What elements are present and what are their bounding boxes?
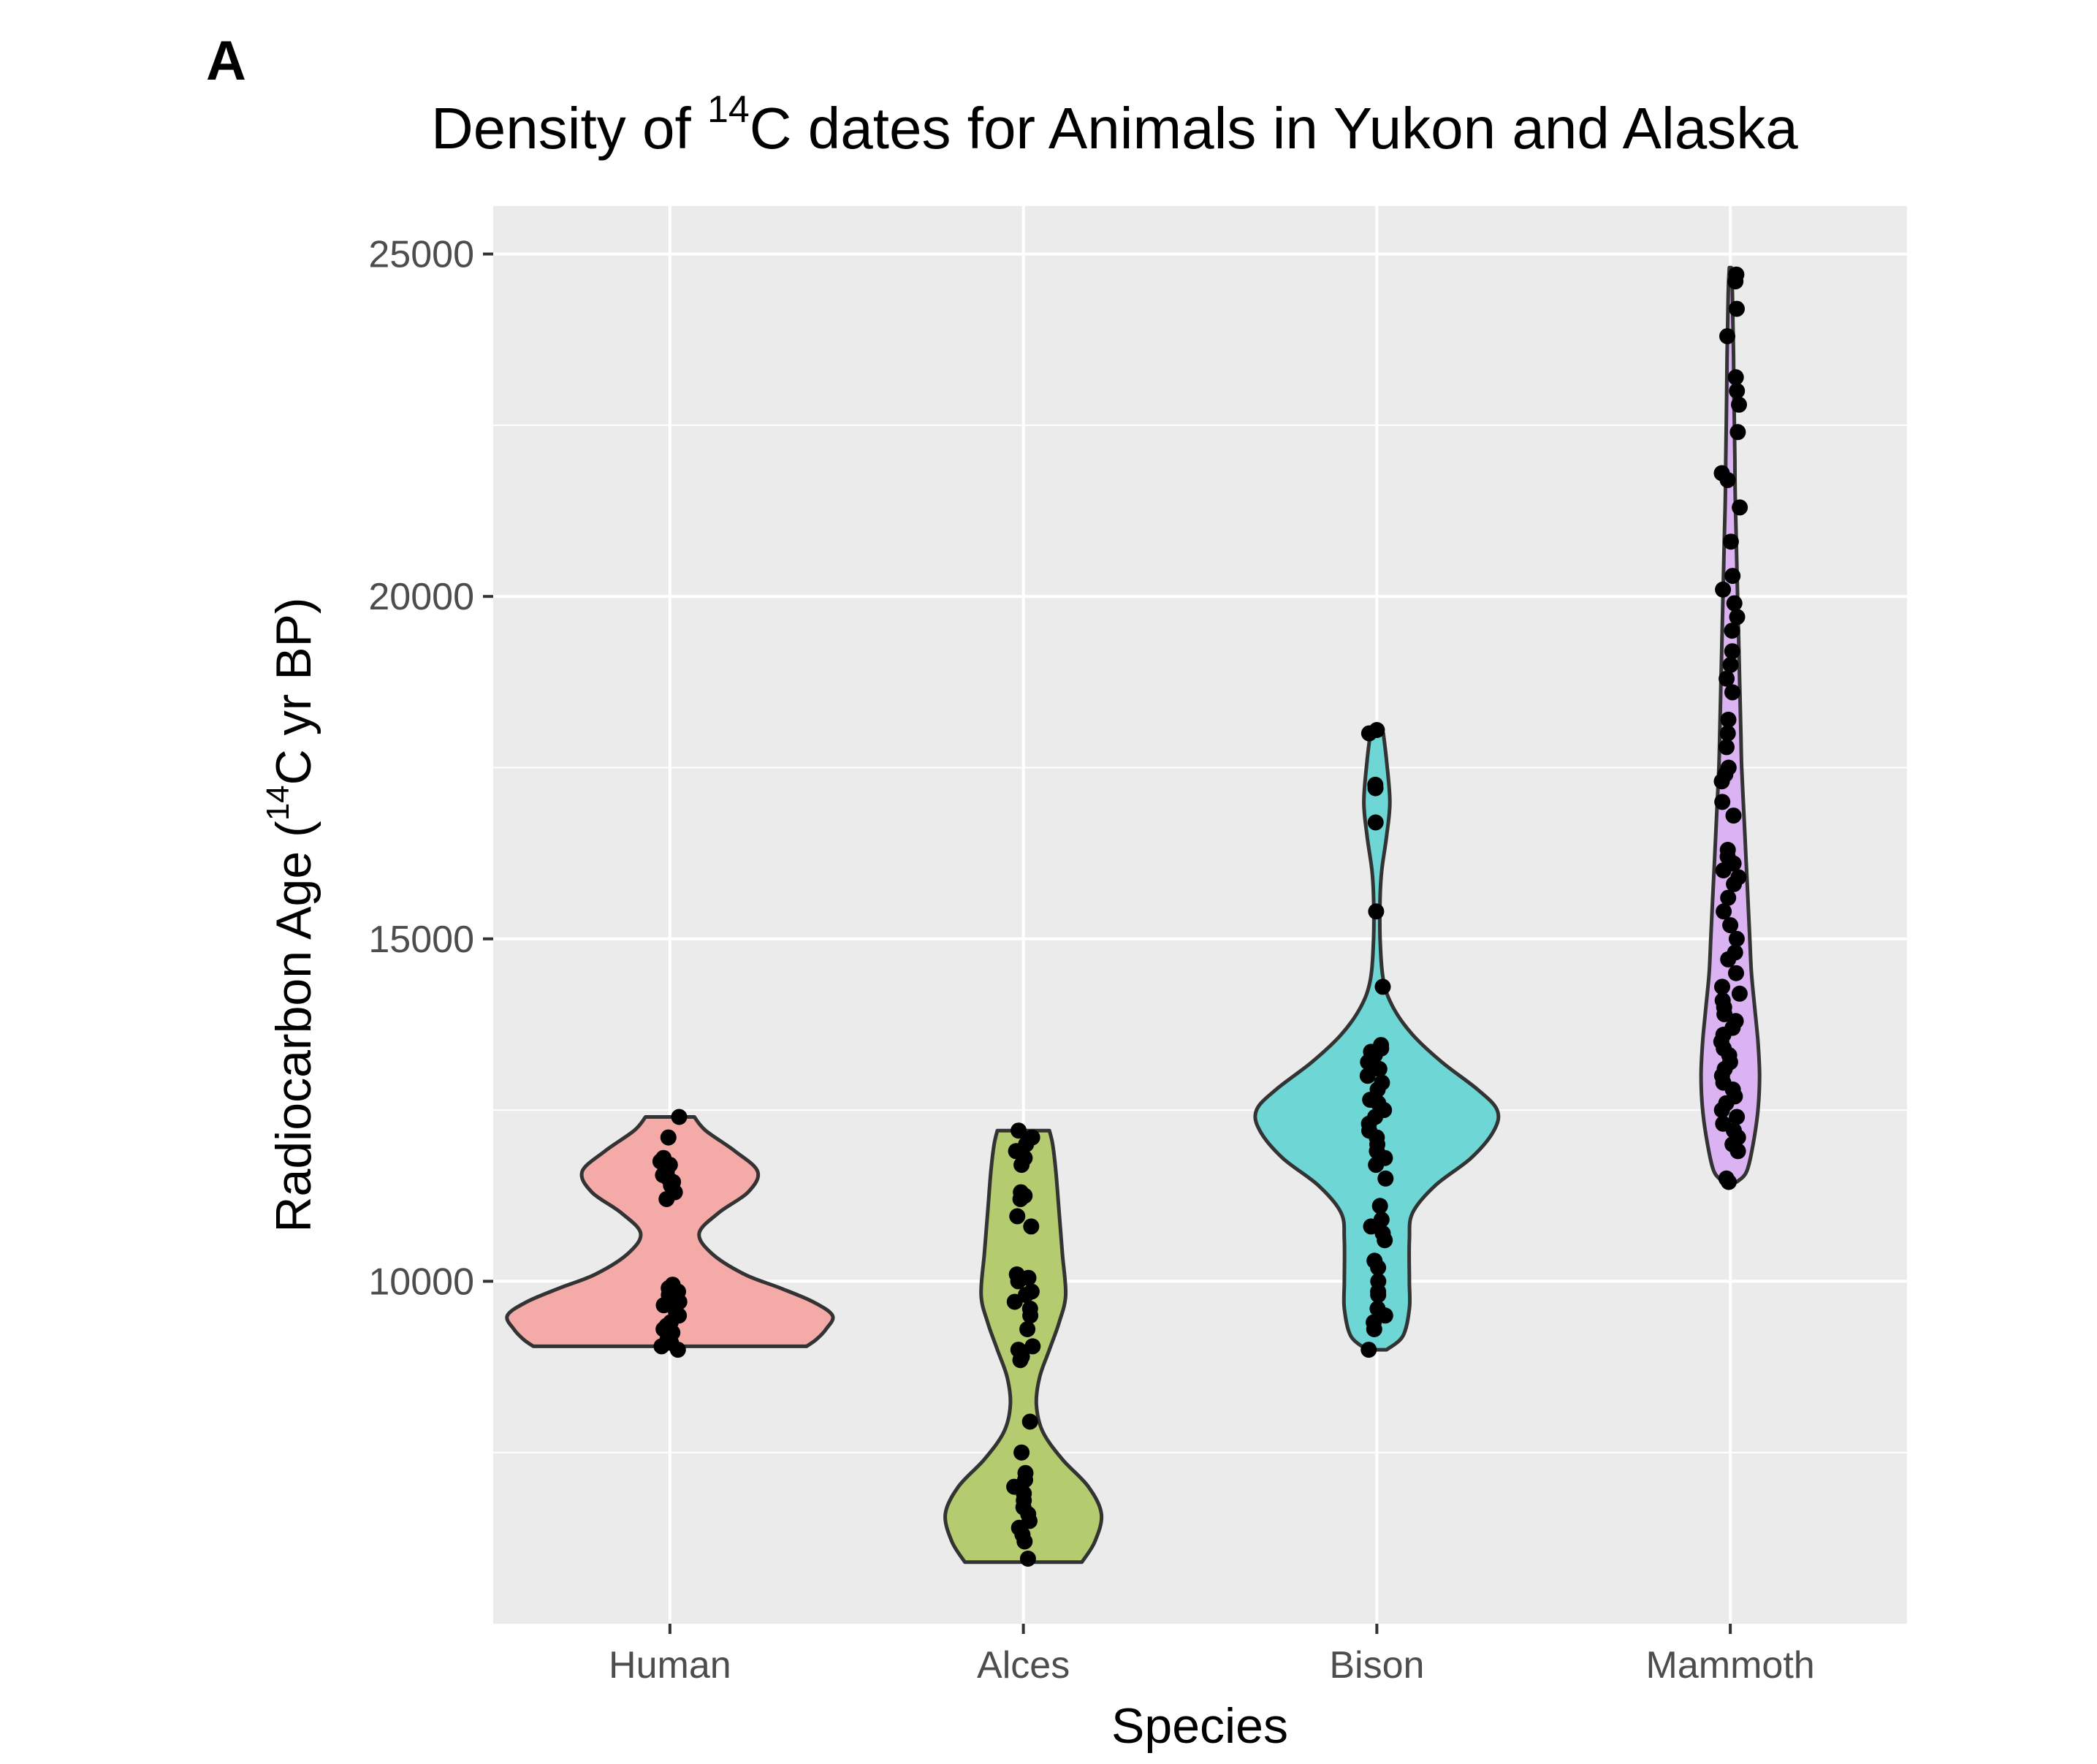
data-point-human xyxy=(661,1130,677,1146)
data-point-mammoth xyxy=(1721,760,1737,776)
y-axis-title-superscript: 14 xyxy=(260,785,296,821)
data-point-bison xyxy=(1370,1273,1386,1289)
data-point-mammoth xyxy=(1715,1116,1731,1132)
y-axis-title: Radiocarbon Age (14C yr BP) xyxy=(260,597,321,1232)
data-point-mammoth xyxy=(1720,890,1736,906)
x-axis-title: Species xyxy=(1111,1698,1288,1754)
data-point-alces xyxy=(1013,1185,1029,1201)
x-tick-label: Bison xyxy=(1329,1644,1424,1687)
y-tick-label: 15000 xyxy=(368,919,474,961)
data-point-mammoth xyxy=(1729,931,1745,947)
x-tick-label: Mammoth xyxy=(1646,1644,1815,1687)
data-point-human xyxy=(665,1277,681,1293)
y-axis: 10000 15000 20000 25000 xyxy=(368,234,493,1304)
data-point-mammoth xyxy=(1721,712,1737,728)
data-point-alces xyxy=(1011,1122,1027,1138)
data-point-mammoth xyxy=(1729,1109,1745,1125)
data-point-mammoth xyxy=(1720,842,1736,858)
x-tick-label: Alces xyxy=(977,1644,1070,1687)
data-point-alces xyxy=(1020,1551,1036,1567)
data-point-alces xyxy=(1023,1218,1039,1234)
data-point-human xyxy=(671,1109,688,1125)
y-axis-title-suffix: C yr BP) xyxy=(266,597,321,785)
data-point-mammoth xyxy=(1715,582,1731,598)
data-point-mammoth xyxy=(1719,739,1735,755)
data-point-mammoth xyxy=(1729,424,1746,440)
data-point-mammoth xyxy=(1728,369,1744,385)
data-point-mammoth xyxy=(1729,609,1746,625)
data-point-alces xyxy=(1022,1301,1038,1317)
x-tick-label: Human xyxy=(609,1644,731,1687)
data-point-bison xyxy=(1372,1198,1388,1214)
data-point-bison xyxy=(1366,1252,1382,1269)
data-point-mammoth xyxy=(1719,328,1735,344)
data-point-alces xyxy=(1009,1208,1025,1224)
data-point-bison xyxy=(1369,1301,1385,1317)
data-point-mammoth xyxy=(1724,643,1740,659)
y-tick-label: 25000 xyxy=(368,234,474,276)
data-point-alces xyxy=(1024,1284,1040,1300)
data-point-alces xyxy=(1011,1342,1027,1358)
data-point-alces xyxy=(1013,1445,1030,1461)
data-point-mammoth xyxy=(1724,568,1740,584)
data-point-bison xyxy=(1360,1342,1377,1358)
data-point-mammoth xyxy=(1719,671,1735,687)
data-point-mammoth xyxy=(1714,794,1730,810)
data-point-alces xyxy=(1018,1465,1034,1481)
data-point-bison xyxy=(1374,1075,1390,1091)
data-point-bison xyxy=(1373,1037,1389,1053)
data-point-alces xyxy=(1024,1338,1040,1354)
data-point-mammoth xyxy=(1730,870,1746,886)
data-point-mammoth xyxy=(1715,992,1731,1008)
data-point-mammoth xyxy=(1720,726,1736,742)
data-point-mammoth xyxy=(1732,986,1748,1002)
data-point-mammoth xyxy=(1728,965,1744,981)
data-point-mammoth xyxy=(1727,945,1743,961)
data-point-mammoth xyxy=(1728,267,1744,283)
data-point-mammoth xyxy=(1723,657,1739,673)
y-axis-title-prefix: Radiocarbon Age ( xyxy=(266,821,321,1233)
data-point-mammoth xyxy=(1714,978,1730,995)
data-point-alces xyxy=(1022,1414,1038,1430)
data-point-bison xyxy=(1368,815,1384,831)
data-point-mammoth xyxy=(1722,917,1738,933)
data-point-bison xyxy=(1374,1212,1390,1228)
data-point-bison xyxy=(1367,777,1383,793)
data-point-bison xyxy=(1369,722,1385,738)
data-point-human xyxy=(655,1150,671,1166)
plot-panel xyxy=(493,206,1907,1624)
data-point-alces xyxy=(1009,1266,1025,1282)
data-point-bison xyxy=(1377,1171,1393,1187)
data-point-alces xyxy=(1019,1321,1035,1337)
data-point-mammoth xyxy=(1729,301,1745,317)
data-point-mammoth xyxy=(1732,499,1748,515)
data-point-bison xyxy=(1368,903,1384,919)
data-point-mammoth xyxy=(1714,465,1730,482)
data-point-mammoth xyxy=(1724,684,1740,700)
data-point-mammoth xyxy=(1716,903,1732,919)
data-point-mammoth xyxy=(1729,383,1745,399)
data-point-mammoth xyxy=(1727,596,1743,612)
data-point-mammoth xyxy=(1724,623,1740,639)
data-point-mammoth xyxy=(1719,1171,1735,1187)
data-point-mammoth xyxy=(1723,533,1739,550)
y-tick-label: 10000 xyxy=(368,1261,474,1303)
x-axis: Human Alces Bison Mammoth xyxy=(609,1624,1815,1687)
y-tick-label: 20000 xyxy=(368,576,474,618)
data-point-mammoth xyxy=(1726,807,1742,824)
data-point-mammoth xyxy=(1731,397,1747,413)
data-point-bison xyxy=(1375,978,1391,995)
